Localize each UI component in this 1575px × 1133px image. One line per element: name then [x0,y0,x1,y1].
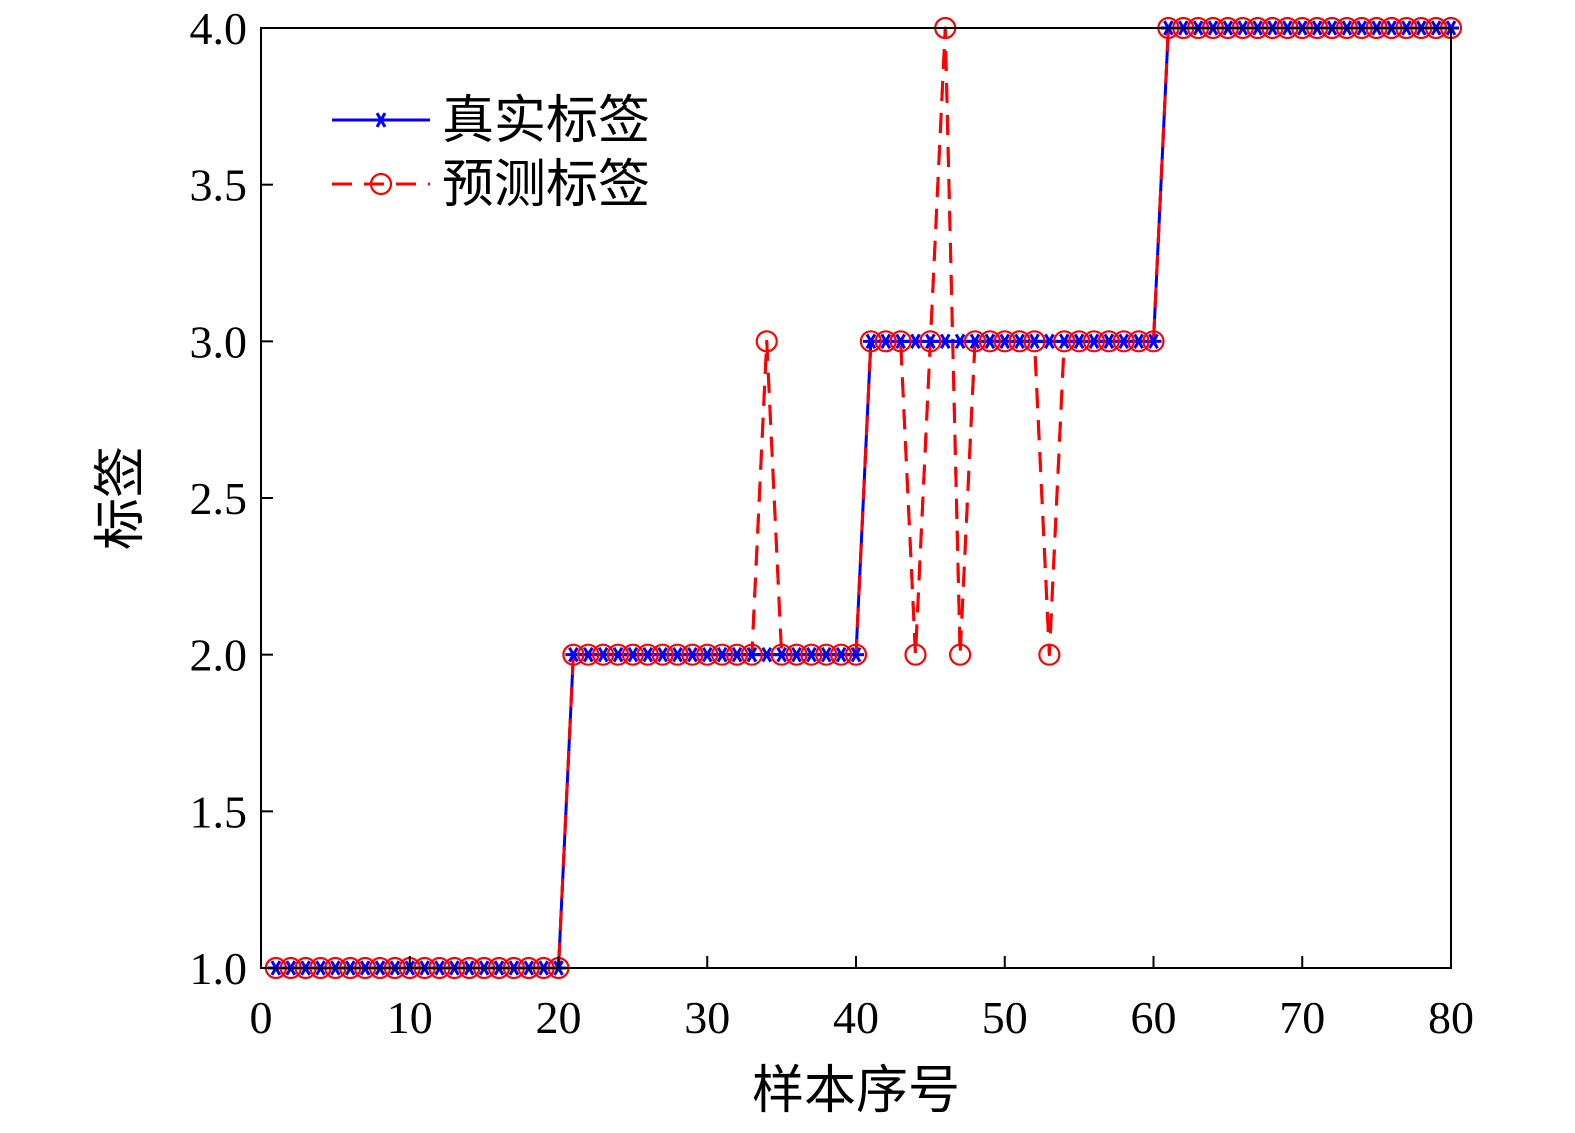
point-predicted [800,643,823,666]
point-predicted [815,643,838,666]
point-predicted [621,643,644,666]
y-tick-label: 2.0 [190,630,248,681]
point-predicted [1112,330,1135,353]
point-predicted [785,643,808,666]
point-predicted [889,330,912,353]
y-tick-label: 4.0 [190,3,248,54]
point-predicted [770,643,793,666]
point-predicted [1082,330,1106,353]
point-predicted [1008,330,1031,353]
legend: 真实标签 预测标签 [332,93,650,214]
x-tick-label: 80 [1428,992,1474,1043]
point-predicted [830,643,853,666]
point-predicted [606,643,630,666]
point-predicted [592,643,615,666]
point-predicted [1142,330,1165,353]
legend-label-true: 真实标签 [442,93,650,150]
point-predicted [993,330,1016,353]
x-tick-label: 60 [1131,992,1177,1043]
point-predicted [1053,330,1076,353]
point-predicted [874,330,897,353]
point-predicted [1038,643,1061,666]
point-predicted [577,643,600,666]
x-axis-title: 样本序号 [752,1063,960,1120]
x-tick-label: 50 [982,992,1028,1043]
x-tick-label: 0 [250,992,273,1043]
point-predicted [562,643,585,666]
point-predicted [666,643,689,666]
legend-item-predicted-label: 预测标签 [332,157,650,214]
point-predicted [844,643,868,666]
x-tick-label: 30 [684,992,730,1043]
point-predicted [859,330,882,353]
legend-label-predicted: 预测标签 [442,157,650,214]
legend-marker-circle [369,172,393,196]
point-predicted [1023,330,1046,353]
point-predicted [963,330,987,353]
point-predicted [978,330,1001,353]
legend-item-true-label: 真实标签 [332,93,650,150]
plot-frame [260,27,1452,969]
y-axis-title: 标签 [93,446,150,550]
y-tick-label: 3.5 [190,160,248,211]
x-tick-label: 10 [387,992,433,1043]
point-predicted [711,643,734,666]
point-predicted [740,643,763,666]
point-true [922,333,939,350]
point-predicted [949,643,972,666]
y-tick-label: 1.0 [190,943,248,994]
point-predicted [1097,330,1120,353]
x-tick-label: 20 [536,992,582,1043]
x-tick-label: 70 [1279,992,1325,1043]
axes-layer: 0 10 20 30 40 50 60 70 80 1.0 1.5 2.0 2.5 3.0 3.5 4.0 [190,3,1475,1043]
point-predicted [651,643,674,666]
point-predicted [1068,330,1091,353]
point-predicted [755,330,778,353]
point-predicted [904,643,927,666]
legend-marker-asterisk [373,112,389,128]
y-tick-label: 2.5 [190,473,248,524]
y-tick-label: 1.5 [190,786,248,837]
point-predicted [636,643,659,666]
point-predicted [725,643,749,666]
x-tick-label: 40 [833,992,879,1043]
point-predicted [696,643,719,666]
y-tick-label: 3.0 [190,316,248,367]
point-predicted [681,643,704,666]
point-predicted [919,330,942,353]
point-predicted [1127,330,1150,353]
